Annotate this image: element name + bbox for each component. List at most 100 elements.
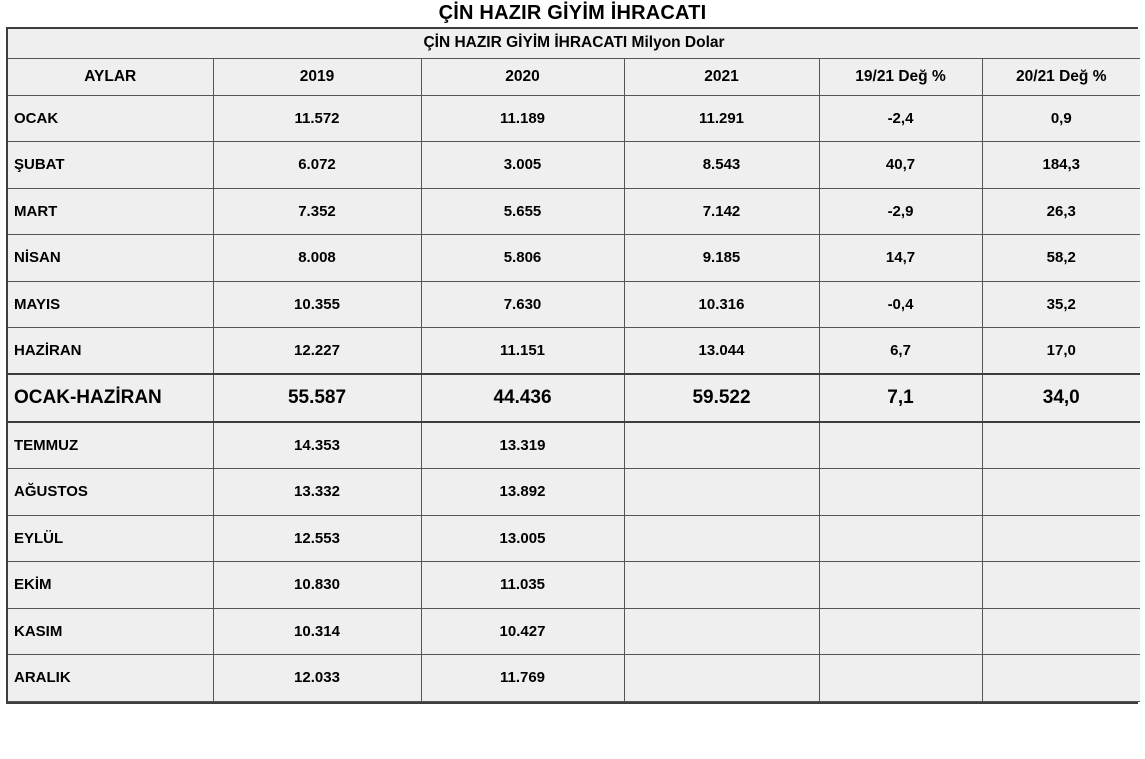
cell-2019: 11.572 (212, 94, 422, 142)
cell-month: ARALIK (8, 654, 214, 702)
table-caption-row: ÇİN HAZIR GİYİM İHRACATI Milyon Dolar (8, 29, 1141, 59)
table-row: EKİM 10.830 11.035 (8, 561, 1141, 609)
cell-2019: 8.008 (212, 234, 422, 282)
cell-deg-1921: 6,7 (818, 327, 983, 375)
page-title: ÇİN HAZIR GİYİM İHRACATI (438, 2, 707, 24)
cell-2020: 5.655 (420, 187, 625, 235)
cell-deg-1921 (818, 561, 983, 609)
table-row: KASIM 10.314 10.427 (8, 607, 1141, 655)
cell-deg-2021 (981, 561, 1141, 609)
column-header-deg-1921: 19/21 Değ % (818, 57, 983, 96)
cell-deg-2021: 0,9 (981, 94, 1141, 142)
cell-deg-1921: 40,7 (818, 141, 983, 189)
cell-2019: 7.352 (212, 187, 422, 235)
cell-2020: 44.436 (420, 373, 625, 423)
table-row: MAYIS 10.355 7.630 10.316 -0,4 35,2 (8, 280, 1141, 328)
cell-deg-2021 (981, 468, 1141, 516)
cell-deg-2021: 35,2 (981, 280, 1141, 328)
cell-deg-1921: -2,4 (818, 94, 983, 142)
table-row: NİSAN 8.008 5.806 9.185 14,7 58,2 (8, 234, 1141, 282)
cell-month: EYLÜL (8, 514, 214, 562)
table-row: ŞUBAT 6.072 3.005 8.543 40,7 184,3 (8, 141, 1141, 189)
cell-month: NİSAN (8, 234, 214, 282)
cell-deg-1921 (818, 654, 983, 702)
column-header-aylar: AYLAR (8, 57, 214, 96)
table-row: EYLÜL 12.553 13.005 (8, 514, 1141, 562)
cell-2021 (623, 561, 820, 609)
column-header-2019: 2019 (212, 57, 422, 96)
cell-2021 (623, 468, 820, 516)
cell-2020: 5.806 (420, 234, 625, 282)
cell-2021: 13.044 (623, 327, 820, 375)
cell-2019: 14.353 (212, 421, 422, 469)
cell-deg-1921: 14,7 (818, 234, 983, 282)
cell-2021 (623, 514, 820, 562)
cell-2021 (623, 421, 820, 469)
cell-month: ŞUBAT (8, 141, 214, 189)
cell-2021: 11.291 (623, 94, 820, 142)
cell-deg-2021 (981, 654, 1141, 702)
table-row: MART 7.352 5.655 7.142 -2,9 26,3 (8, 187, 1141, 235)
table-row: OCAK 11.572 11.189 11.291 -2,4 0,9 (8, 94, 1141, 142)
cell-2021: 7.142 (623, 187, 820, 235)
cell-2020: 3.005 (420, 141, 625, 189)
cell-month: TEMMUZ (8, 421, 214, 469)
cell-month: HAZİRAN (8, 327, 214, 375)
cell-month: OCAK-HAZİRAN (8, 373, 214, 423)
cell-deg-2021: 17,0 (981, 327, 1141, 375)
cell-2019: 12.227 (212, 327, 422, 375)
cell-2021 (623, 607, 820, 655)
export-table-container: ÇİN HAZIR GİYİM İHRACATI Milyon Dolar AY… (6, 27, 1141, 704)
cell-2021: 59.522 (623, 373, 820, 423)
export-data-table: ÇİN HAZIR GİYİM İHRACATI Milyon Dolar AY… (8, 29, 1141, 702)
table-row: ARALIK 12.033 11.769 (8, 654, 1141, 702)
cell-2020: 11.035 (420, 561, 625, 609)
cell-2021: 10.316 (623, 280, 820, 328)
cell-2019: 55.587 (212, 373, 422, 423)
cell-month: AĞUSTOS (8, 468, 214, 516)
cell-2019: 10.314 (212, 607, 422, 655)
cell-2019: 10.830 (212, 561, 422, 609)
cell-deg-1921: -0,4 (818, 280, 983, 328)
cell-2019: 10.355 (212, 280, 422, 328)
cell-deg-1921: 7,1 (818, 373, 983, 423)
cell-2020: 11.189 (420, 94, 625, 142)
cell-deg-2021: 184,3 (981, 141, 1141, 189)
cell-2019: 13.332 (212, 468, 422, 516)
cell-deg-1921 (818, 514, 983, 562)
table-row: HAZİRAN 12.227 11.151 13.044 6,7 17,0 (8, 327, 1141, 375)
column-header-2020: 2020 (420, 57, 625, 96)
cell-2021: 8.543 (623, 141, 820, 189)
column-header-deg-2021: 20/21 Değ % (981, 57, 1141, 96)
table-total-row: OCAK-HAZİRAN 55.587 44.436 59.522 7,1 34,0 (8, 373, 1141, 423)
cell-2019: 6.072 (212, 141, 422, 189)
cell-deg-1921: -2,9 (818, 187, 983, 235)
cell-2019: 12.553 (212, 514, 422, 562)
cell-2020: 10.427 (420, 607, 625, 655)
cell-deg-2021: 58,2 (981, 234, 1141, 282)
cell-deg-1921 (818, 607, 983, 655)
table-row: TEMMUZ 14.353 13.319 (8, 421, 1141, 469)
table-caption: ÇİN HAZIR GİYİM İHRACATI Milyon Dolar (8, 29, 1141, 59)
cell-month: OCAK (8, 94, 214, 142)
column-header-2021: 2021 (623, 57, 820, 96)
cell-deg-2021: 26,3 (981, 187, 1141, 235)
cell-month: KASIM (8, 607, 214, 655)
cell-deg-1921 (818, 468, 983, 516)
cell-2020: 13.005 (420, 514, 625, 562)
cell-2020: 11.769 (420, 654, 625, 702)
cell-month: EKİM (8, 561, 214, 609)
cell-month: MAYIS (8, 280, 214, 328)
cell-2021: 9.185 (623, 234, 820, 282)
cell-deg-2021 (981, 421, 1141, 469)
cell-deg-1921 (818, 421, 983, 469)
table-body: ÇİN HAZIR GİYİM İHRACATI Milyon Dolar AY… (8, 29, 1141, 702)
cell-month: MART (8, 187, 214, 235)
cell-deg-2021 (981, 607, 1141, 655)
cell-deg-2021: 34,0 (981, 373, 1141, 423)
table-row: AĞUSTOS 13.332 13.892 (8, 468, 1141, 516)
table-header-row: AYLAR 2019 2020 2021 19/21 Değ % 20/21 D… (8, 57, 1141, 96)
cell-2020: 13.319 (420, 421, 625, 469)
cell-2021 (623, 654, 820, 702)
